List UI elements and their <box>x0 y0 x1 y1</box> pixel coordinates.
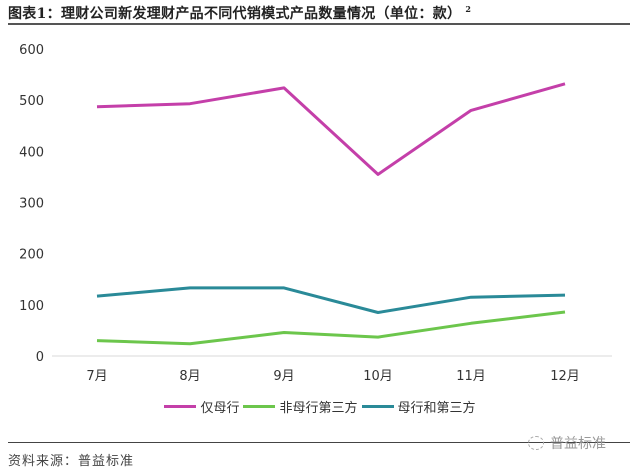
y-tick-label: 0 <box>36 350 44 365</box>
x-tick-label: 10月 <box>363 369 393 384</box>
legend-swatch <box>361 405 394 408</box>
footer-rule <box>8 442 630 443</box>
x-tick-label: 8月 <box>179 369 200 384</box>
chart-legend: 仅母行 非母行第三方 母行和第三方 <box>0 397 640 416</box>
source-note: 资料来源：普益标准 <box>8 454 135 469</box>
x-tick-label: 11月 <box>456 369 486 384</box>
legend-item: 非母行第三方 <box>243 397 358 416</box>
legend-item: 仅母行 <box>164 397 239 416</box>
y-tick-label: 400 <box>19 145 44 160</box>
y-tick-label: 600 <box>19 43 44 58</box>
line-chart: 0 100 200 300 400 500 600 7月 8月 9月 10月 11月 12月 <box>19 43 612 384</box>
footnote-marker: 2 <box>465 4 472 15</box>
y-tick-label: 100 <box>19 299 44 314</box>
series-line <box>96 286 566 314</box>
x-tick-label: 7月 <box>86 369 107 384</box>
x-tick-label: 9月 <box>273 369 294 384</box>
watermark-text: 普益标准 <box>550 436 606 452</box>
series-line <box>96 82 566 176</box>
legend-swatch <box>164 405 197 408</box>
series-line <box>96 310 566 346</box>
wechat-icon <box>528 436 544 450</box>
series-lines <box>96 82 566 346</box>
y-tick-label: 300 <box>19 197 44 212</box>
x-axis-ticks: 7月 8月 9月 10月 11月 12月 <box>86 369 579 384</box>
y-tick-label: 200 <box>19 248 44 263</box>
legend-label: 非母行第三方 <box>279 401 358 416</box>
chart-title: 图表1：理财公司新发理财产品不同代销模式产品数量情况（单位：款） 2 <box>8 3 471 23</box>
y-tick-label: 500 <box>19 94 44 109</box>
chart-title-text: 图表1：理财公司新发理财产品不同代销模式产品数量情况（单位：款） <box>8 6 462 22</box>
watermark: 普益标准 <box>528 433 606 453</box>
legend-label: 仅母行 <box>200 401 240 416</box>
y-axis-ticks: 0 100 200 300 400 500 600 <box>19 43 44 365</box>
legend-label: 母行和第三方 <box>397 401 476 416</box>
x-tick-label: 12月 <box>550 369 580 384</box>
legend-item: 母行和第三方 <box>361 397 476 416</box>
title-rule <box>8 23 630 25</box>
legend-swatch <box>243 405 276 408</box>
